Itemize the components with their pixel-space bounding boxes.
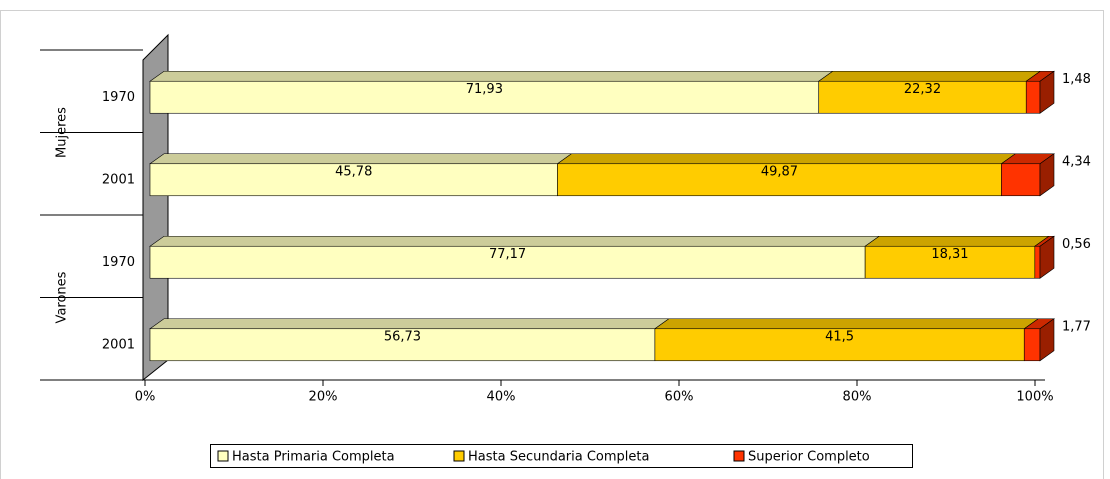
value-label: 1,77 xyxy=(1062,319,1091,334)
legend-label: Superior Completo xyxy=(748,450,870,465)
legend-swatch xyxy=(453,450,465,462)
bar-top xyxy=(149,153,573,165)
bar-top xyxy=(864,235,1050,247)
bar-side xyxy=(1039,235,1055,279)
x-tick-label: 20% xyxy=(309,390,338,405)
value-label: 41,5 xyxy=(825,329,854,344)
y-tick-label: 2001 xyxy=(102,172,135,187)
y-tick-label: 1970 xyxy=(102,255,135,270)
bar xyxy=(149,328,656,362)
bar-top xyxy=(556,153,1017,165)
x-tick-label: 80% xyxy=(843,390,872,405)
legend-swatch xyxy=(217,450,229,462)
value-label: 56,73 xyxy=(384,329,421,344)
x-tick-label: 100% xyxy=(1016,390,1053,405)
legend-label: Hasta Primaria Completa xyxy=(232,450,395,465)
x-tick-label: 0% xyxy=(135,390,156,405)
x-tick-label: 60% xyxy=(665,390,694,405)
value-label: 77,17 xyxy=(489,247,526,262)
bar-top xyxy=(149,235,881,247)
chart-border xyxy=(0,10,1104,479)
bar xyxy=(1025,80,1041,114)
value-label: 1,48 xyxy=(1062,72,1091,87)
bar-top xyxy=(817,70,1042,82)
bar-top xyxy=(653,318,1040,330)
y-tick-label: 2001 xyxy=(102,337,135,352)
x-tick-label: 40% xyxy=(487,390,516,405)
bar xyxy=(654,328,1025,362)
bar xyxy=(1023,328,1041,362)
value-label: 0,56 xyxy=(1062,237,1091,252)
value-label: 22,32 xyxy=(904,82,941,97)
value-label: 45,78 xyxy=(335,164,372,179)
bar-top xyxy=(149,70,834,82)
bar-side xyxy=(1039,318,1055,362)
bar xyxy=(149,245,866,279)
bar-top xyxy=(149,318,670,330)
legend-box xyxy=(210,444,913,468)
legend-label: Hasta Secundaria Completa xyxy=(468,450,649,465)
bar xyxy=(149,163,558,197)
bar xyxy=(1001,163,1041,197)
bar xyxy=(818,80,1027,114)
legend-swatch xyxy=(733,450,745,462)
bar-side xyxy=(1039,70,1055,114)
bar xyxy=(149,80,820,114)
value-label: 71,93 xyxy=(466,82,503,97)
bar-side xyxy=(1039,153,1055,197)
value-label: 4,34 xyxy=(1062,154,1091,169)
value-label: 49,87 xyxy=(761,164,798,179)
value-label: 18,31 xyxy=(931,247,968,262)
y-tick-label: 1970 xyxy=(102,90,135,105)
bar xyxy=(1034,245,1041,279)
bar xyxy=(557,163,1002,197)
